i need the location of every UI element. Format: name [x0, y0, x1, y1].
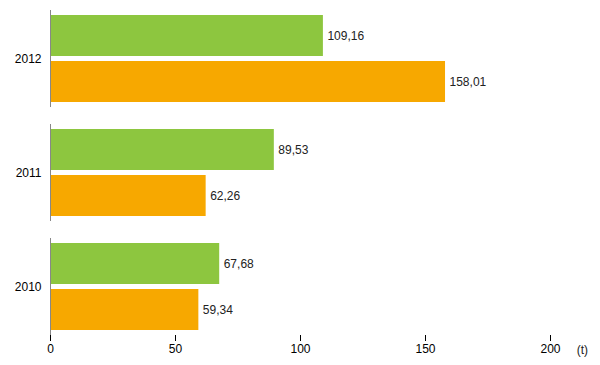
svg-text:67,68: 67,68 [224, 257, 254, 271]
svg-text:109,16: 109,16 [327, 29, 364, 43]
svg-text:150: 150 [415, 342, 435, 356]
svg-text:100: 100 [290, 342, 310, 356]
svg-text:158,01: 158,01 [450, 75, 487, 89]
svg-text:0: 0 [47, 342, 54, 356]
svg-text:50: 50 [169, 342, 183, 356]
svg-text:89,53: 89,53 [278, 143, 308, 157]
svg-text:59,34: 59,34 [203, 303, 233, 317]
svg-text:2012: 2012 [15, 52, 42, 66]
svg-text:2011: 2011 [16, 166, 42, 180]
svg-text:2010: 2010 [15, 280, 42, 294]
svg-text:200: 200 [540, 342, 560, 356]
svg-text:62,26: 62,26 [210, 189, 240, 203]
html-text:(t): (t) [576, 343, 588, 357]
